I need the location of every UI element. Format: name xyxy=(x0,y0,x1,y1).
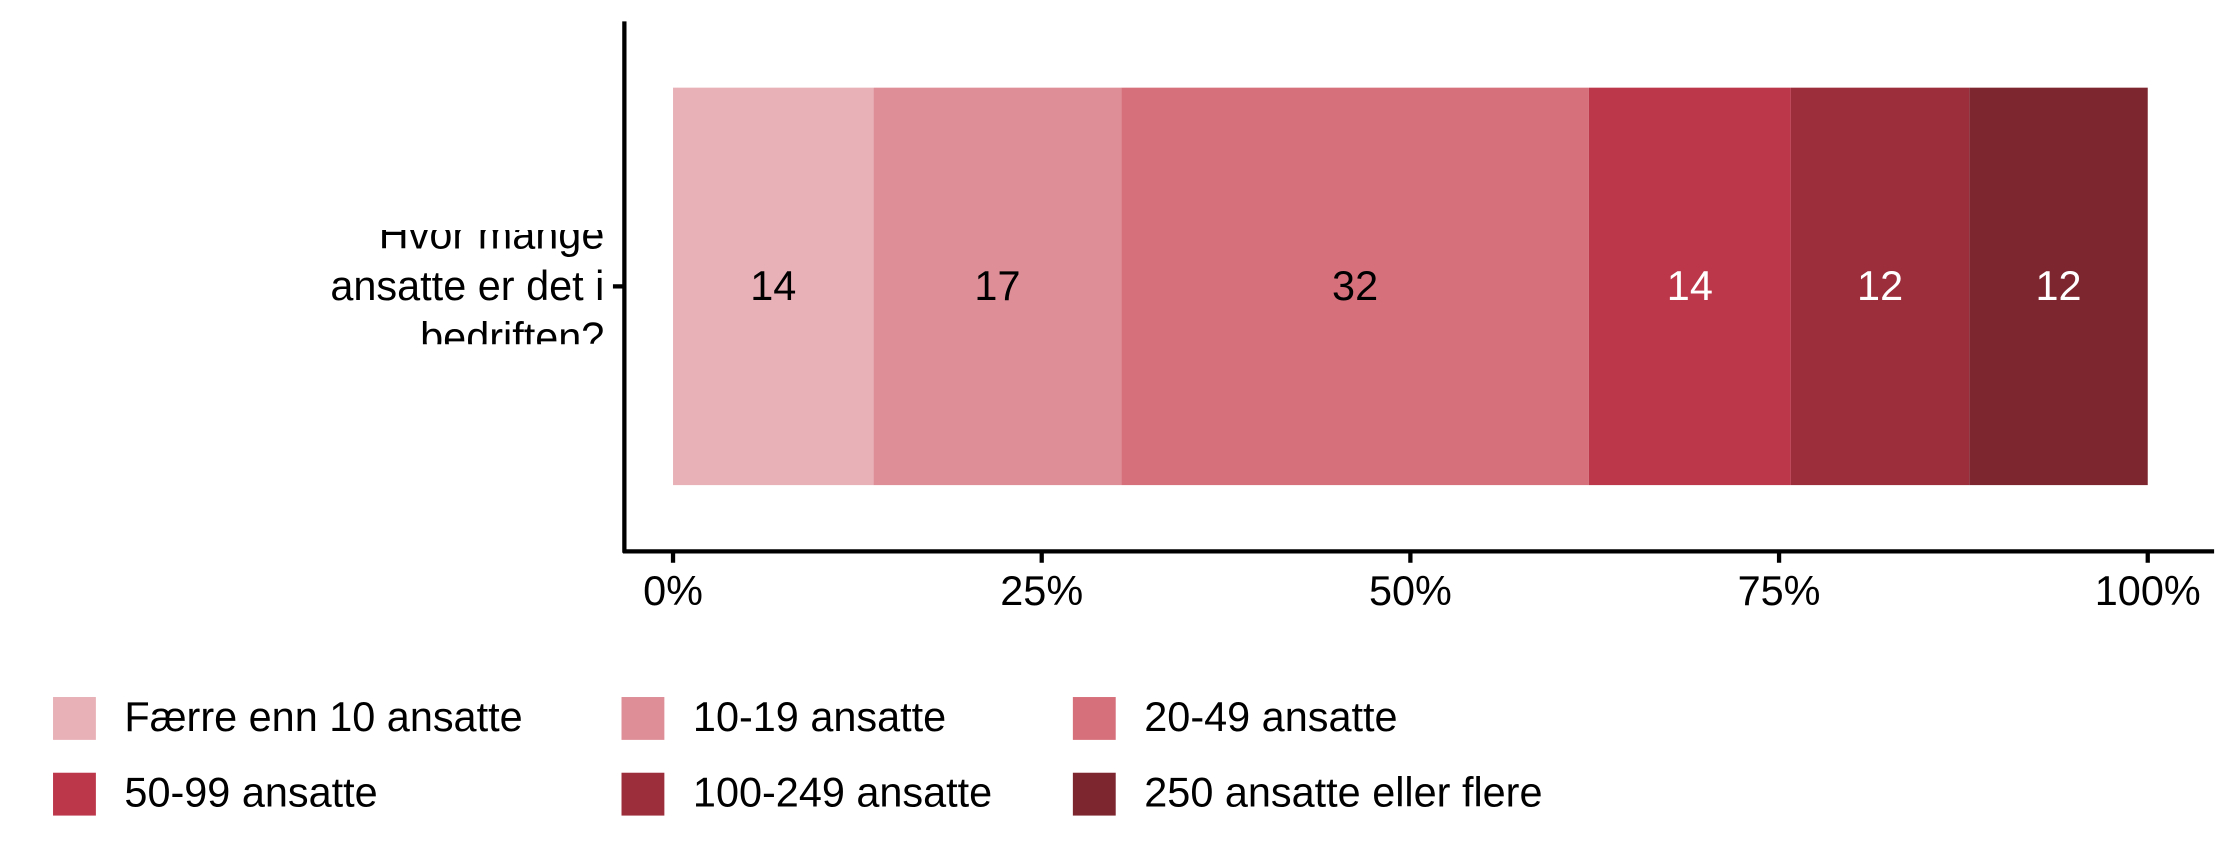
legend-label: 10-19 ansatte xyxy=(693,694,946,740)
bar-segment xyxy=(1588,87,1791,486)
x-tick-label: 100% xyxy=(2095,568,2201,614)
legend-label: 100-249 ansatte xyxy=(693,770,992,816)
legend-swatch xyxy=(621,697,665,740)
legend-swatch xyxy=(1072,772,1116,816)
y-tick-label: Hvor mange ansatte er det i bedriften? xyxy=(330,229,605,344)
data-label: 12 xyxy=(2035,263,2081,309)
legend-label: 50-99 ansatte xyxy=(124,770,377,816)
x-tick-label: 75% xyxy=(1738,568,1821,614)
x-tick-label: 50% xyxy=(1369,568,1452,614)
legend-swatch xyxy=(53,697,96,740)
x-tick-label: 0% xyxy=(643,568,703,614)
y-tick-label-box: Hvor mange ansatte er det i bedriften? xyxy=(330,229,605,344)
x-tick-label: 25% xyxy=(1000,568,1083,614)
data-label: 12 xyxy=(1857,263,1903,309)
data-label: 32 xyxy=(1332,263,1378,309)
legend-label: 250 ansatte eller flere xyxy=(1144,770,1542,816)
legend-swatch xyxy=(1072,697,1116,740)
legend-label: Færre enn 10 ansatte xyxy=(124,694,522,740)
data-label: 14 xyxy=(1667,263,1713,309)
bar-segment xyxy=(1969,87,2148,486)
bar-segment xyxy=(1790,87,1970,486)
bar-segment xyxy=(1121,87,1589,486)
legend-swatch xyxy=(53,772,96,816)
legend-swatch xyxy=(621,772,665,816)
data-label: 14 xyxy=(750,263,796,309)
legend-label: 20-49 ansatte xyxy=(1144,694,1397,740)
bar-segment xyxy=(673,87,874,486)
bar-segment xyxy=(873,87,1122,486)
data-label: 17 xyxy=(974,263,1020,309)
